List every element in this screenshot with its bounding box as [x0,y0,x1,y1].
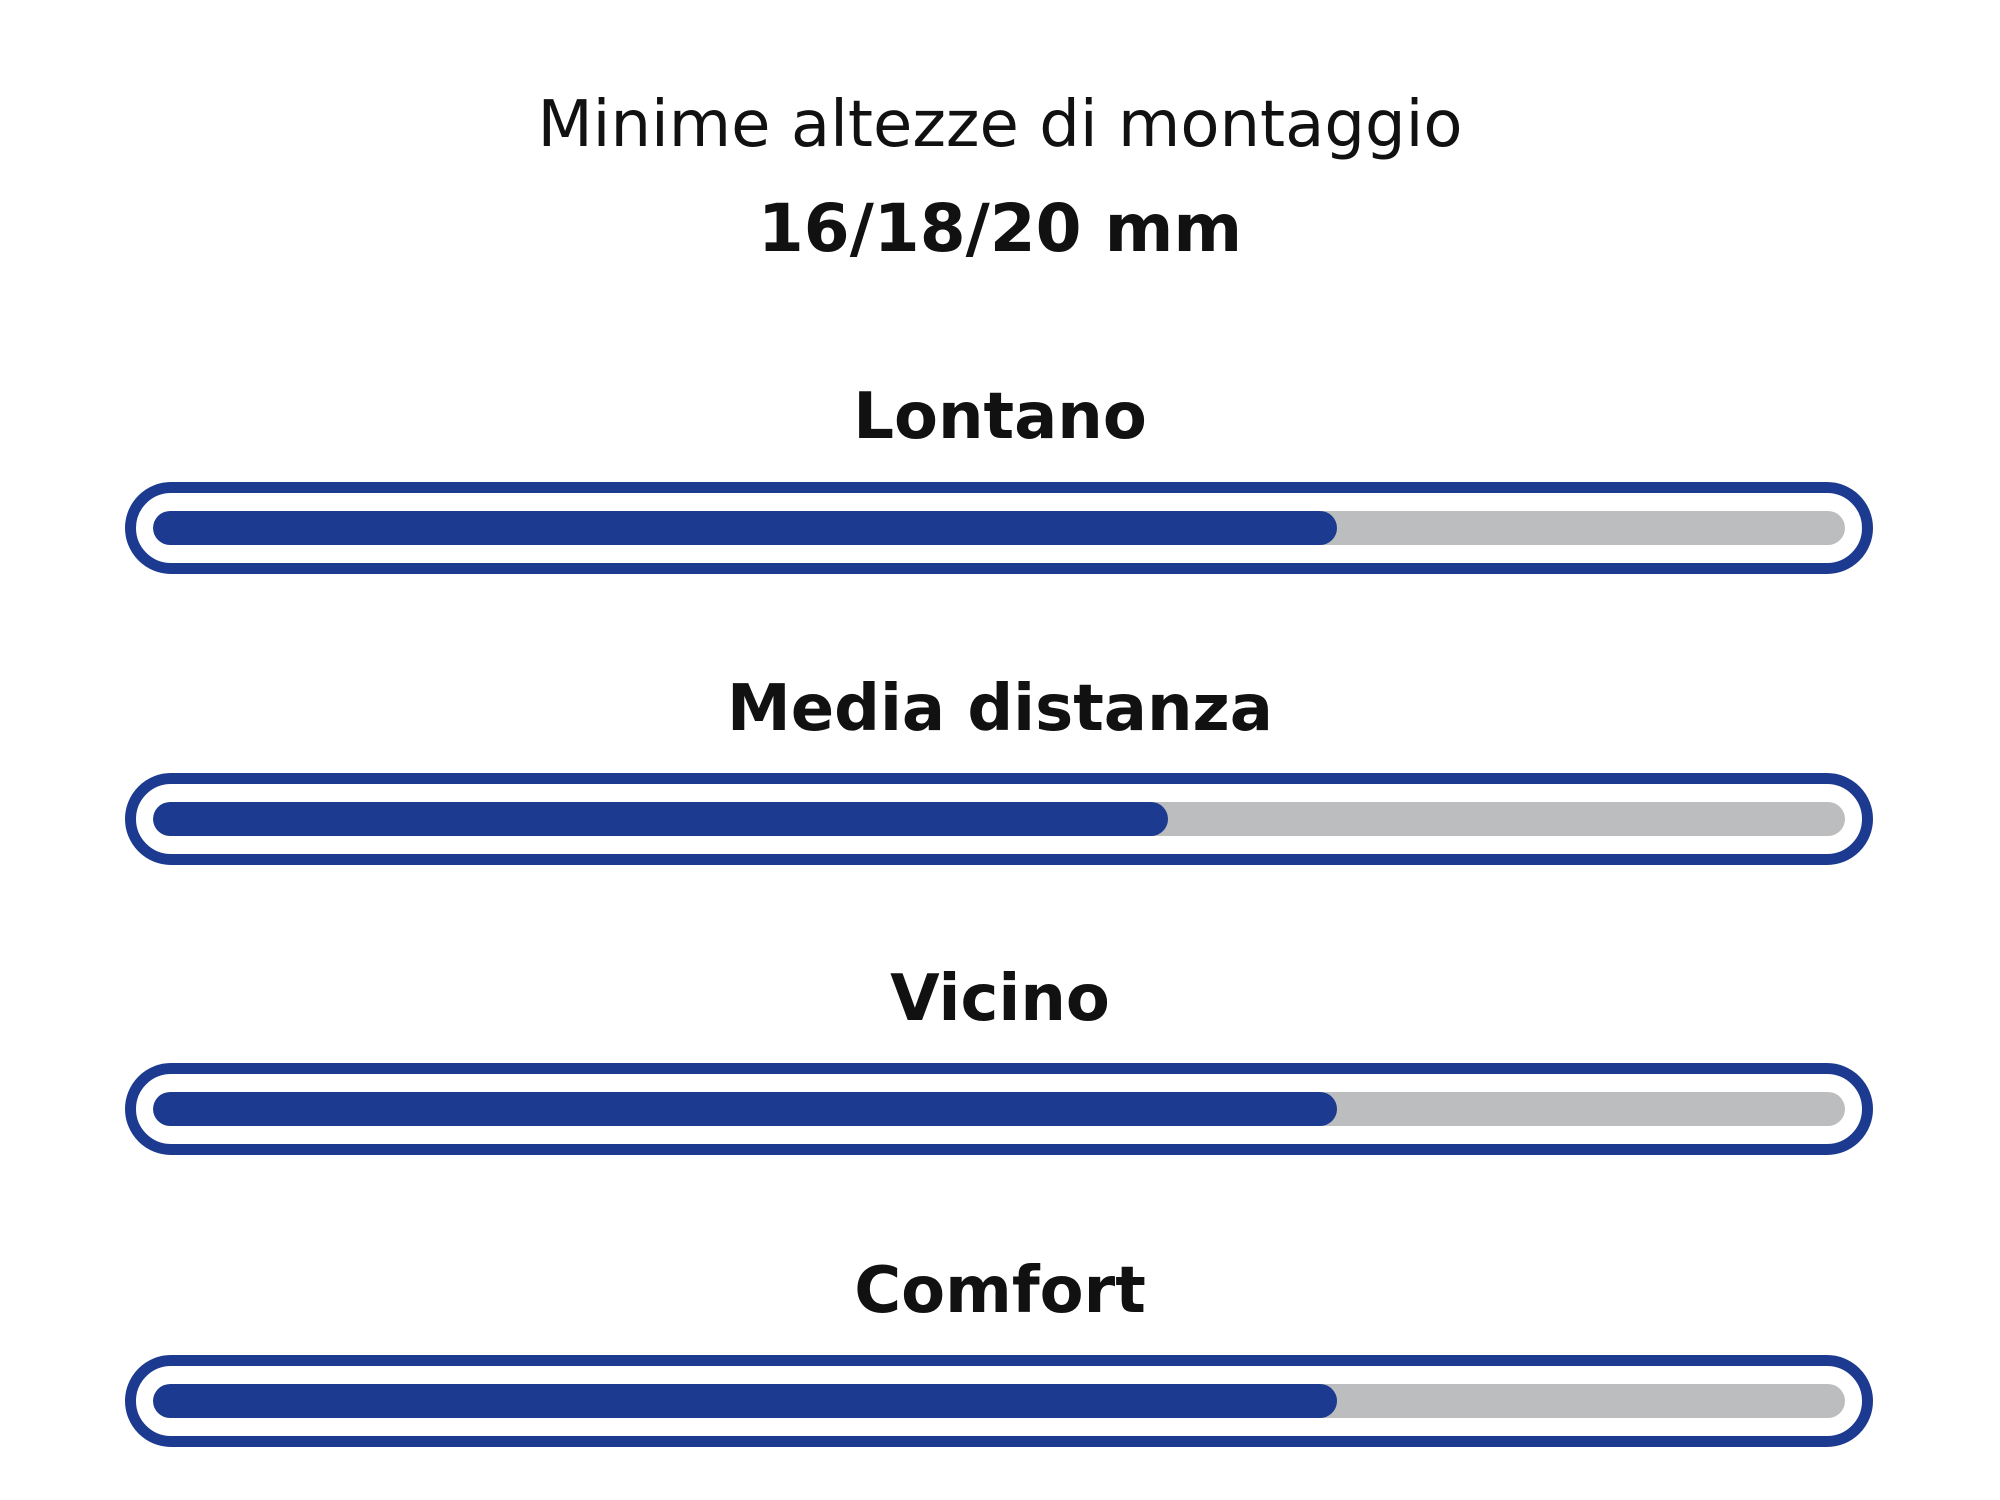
bar-frame [125,1063,1873,1155]
bar-fill [153,511,1338,545]
bar-track [153,1384,1845,1418]
bar-label: Comfort [854,1254,1146,1328]
chart-subtitle: 16/18/20 mm [757,190,1243,267]
bar-label: Vicino [890,962,1110,1036]
bar-fill [153,802,1169,836]
chart-title: Minime altezze di montaggio [537,88,1463,162]
bar-label: Lontano [853,380,1147,454]
bar-track [153,511,1845,545]
bar-label: Media distanza [727,672,1273,746]
bar-track [153,1092,1845,1126]
bar-fill [153,1092,1338,1126]
bar-fill [153,1384,1338,1418]
bar-frame [125,482,1873,574]
bar-frame [125,1355,1873,1447]
bar-track [153,802,1845,836]
bar-frame [125,773,1873,865]
